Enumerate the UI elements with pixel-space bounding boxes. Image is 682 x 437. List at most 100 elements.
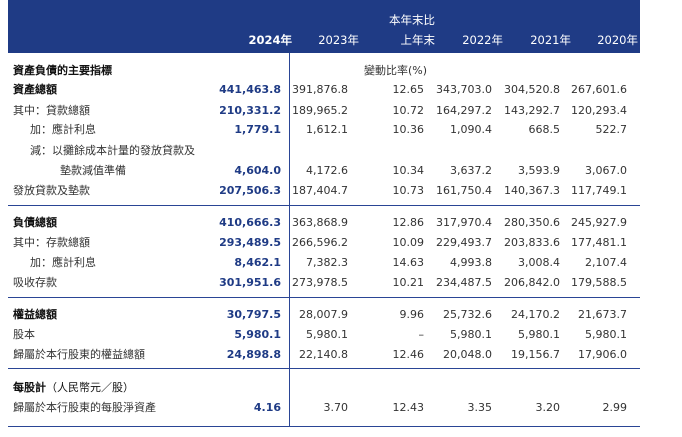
value-2021: 143,292.7 <box>504 104 560 117</box>
value-2020: 179,588.5 <box>571 276 627 289</box>
value-2023: 28,007.9 <box>299 308 348 321</box>
column-header-2024: 2024年 <box>248 33 292 47</box>
value-change: 12.65 <box>392 83 425 96</box>
value-2022: 20,048.0 <box>443 348 492 361</box>
value-2020: 21,673.7 <box>578 308 627 321</box>
value-2023: 7,382.3 <box>306 256 348 269</box>
value-change: – <box>418 328 425 341</box>
value-change: 10.73 <box>392 184 425 197</box>
value-2022: 5,980.1 <box>450 328 492 341</box>
value-2022: 229,493.7 <box>436 236 492 249</box>
row-label: 資產負債的主要指標 <box>13 64 112 77</box>
value-2021: 24,170.2 <box>511 308 560 321</box>
value-2023: 3.70 <box>323 401 349 414</box>
value-2020: 177,481.1 <box>571 236 627 249</box>
value-2023: 391,876.8 <box>292 83 348 96</box>
value-2021: 140,367.3 <box>504 184 560 197</box>
value-2020: 3,067.0 <box>585 164 627 177</box>
value-2024: 293,489.5 <box>219 236 281 249</box>
value-2021: 3.20 <box>535 401 561 414</box>
row-label: 其中：存款總額 <box>13 236 90 249</box>
row-label: 歸屬於本行股東的每股淨資產 <box>13 401 156 414</box>
value-2023: 273,978.5 <box>292 276 348 289</box>
value-2021: 203,833.6 <box>504 236 560 249</box>
value-2023: 187,404.7 <box>292 184 348 197</box>
value-2020: 120,293.4 <box>571 104 627 117</box>
value-change: 10.34 <box>392 164 425 177</box>
value-2024: 4,604.0 <box>234 164 281 177</box>
value-2020: 2,107.4 <box>585 256 627 269</box>
value-2021: 5,980.1 <box>518 328 560 341</box>
value-change: 9.96 <box>399 308 425 321</box>
value-2024: 4.16 <box>253 401 281 414</box>
value-2021: 3,593.9 <box>518 164 560 177</box>
value-change: 10.21 <box>392 276 425 289</box>
value-2020: 17,906.0 <box>578 348 627 361</box>
row-label: 每股計（人民幣元／股） <box>13 381 134 394</box>
row-label: 資產總額 <box>13 83 57 96</box>
value-2020: 5,980.1 <box>585 328 627 341</box>
value-2022: 3,637.2 <box>450 164 492 177</box>
row-label: 負債總額 <box>13 216 57 229</box>
value-2024: 301,951.6 <box>219 276 281 289</box>
value-change: 12.86 <box>392 216 425 229</box>
column-header-2022: 2022年 <box>462 33 503 47</box>
value-2024: 441,463.8 <box>219 83 281 96</box>
value-2024: 8,462.1 <box>234 256 281 269</box>
column-header-2020: 2020年 <box>597 33 638 47</box>
value-2023: 266,596.2 <box>292 236 348 249</box>
section-divider <box>8 297 640 298</box>
value-2021: 280,350.6 <box>504 216 560 229</box>
table-header: 2024年 2023年 本年末比 上年末 2022年 2021年 2020年 <box>8 0 640 53</box>
value-change: 12.43 <box>392 401 425 414</box>
value-2020: 117,749.1 <box>571 184 627 197</box>
value-2021: 304,520.8 <box>504 83 560 96</box>
column-header-change-line1: 本年末比 <box>389 13 435 27</box>
change-rate-caption: 變動比率(%) <box>363 64 427 77</box>
value-change: 14.63 <box>392 256 425 269</box>
row-label: 權益總額 <box>13 308 57 321</box>
row-label: 其中：貸款總額 <box>13 104 90 117</box>
value-2020: 2.99 <box>602 401 628 414</box>
value-2022: 317,970.4 <box>436 216 492 229</box>
value-change: 12.46 <box>392 348 425 361</box>
value-2024: 30,797.5 <box>226 308 281 321</box>
value-change: 10.09 <box>392 236 425 249</box>
row-label: 墊款減值準備 <box>60 164 126 177</box>
value-2021: 668.5 <box>528 123 561 136</box>
value-2024: 410,666.3 <box>219 216 281 229</box>
row-label: 減：以攤餘成本計量的發放貸款及 <box>30 144 195 157</box>
column-header-2021: 2021年 <box>530 33 571 47</box>
value-2024: 1,779.1 <box>234 123 281 136</box>
value-2023: 189,965.2 <box>292 104 348 117</box>
column-divider-2024 <box>289 53 290 426</box>
section-divider <box>8 205 640 206</box>
section-divider <box>8 368 640 369</box>
value-2022: 3.35 <box>467 401 493 414</box>
row-label: 吸收存款 <box>13 276 57 289</box>
row-label: 加：應計利息 <box>30 256 96 269</box>
value-2023: 5,980.1 <box>306 328 348 341</box>
value-2020: 245,927.9 <box>571 216 627 229</box>
value-2021: 206,842.0 <box>504 276 560 289</box>
value-2023: 363,868.9 <box>292 216 348 229</box>
row-label: 股本 <box>13 328 35 341</box>
value-2022: 4,993.8 <box>450 256 492 269</box>
row-label: 加：應計利息 <box>30 123 96 136</box>
row-label: 發放貸款及墊款 <box>13 184 90 197</box>
value-2022: 164,297.2 <box>436 104 492 117</box>
value-2020: 522.7 <box>595 123 628 136</box>
value-2024: 210,331.2 <box>219 104 281 117</box>
value-2024: 24,898.8 <box>226 348 281 361</box>
value-2022: 25,732.6 <box>443 308 492 321</box>
value-2021: 3,008.4 <box>518 256 560 269</box>
section-divider <box>8 426 640 427</box>
value-2022: 161,750.4 <box>436 184 492 197</box>
column-header-change-line2: 上年末 <box>400 33 436 47</box>
value-2021: 19,156.7 <box>511 348 560 361</box>
value-2023: 22,140.8 <box>299 348 348 361</box>
column-header-2023: 2023年 <box>318 33 359 47</box>
value-2022: 343,703.0 <box>436 83 492 96</box>
row-label-suffix: （人民幣元／股） <box>46 381 134 394</box>
row-label: 歸屬於本行股東的權益總額 <box>13 348 145 361</box>
